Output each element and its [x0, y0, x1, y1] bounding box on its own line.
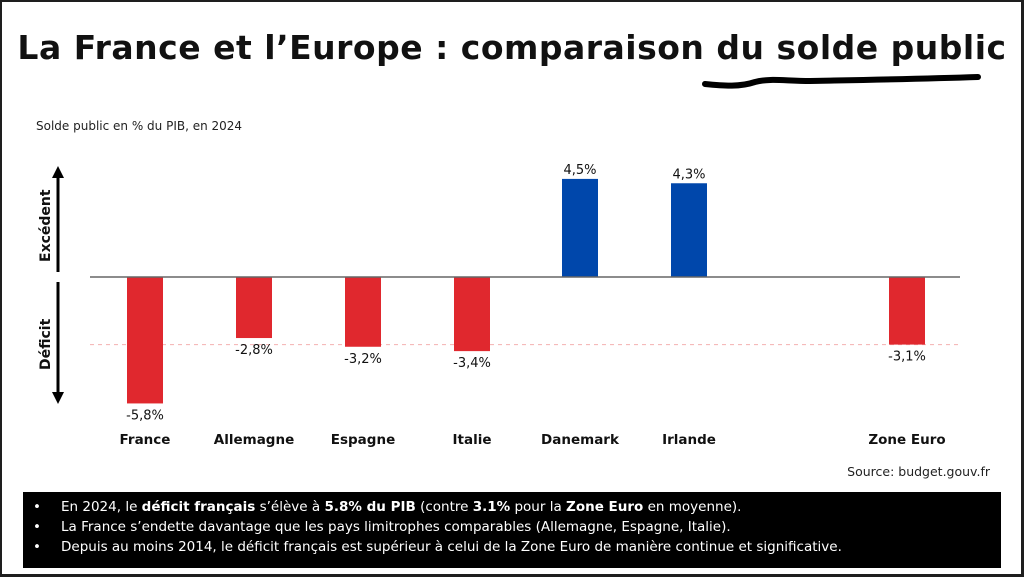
text-run: s’élève à: [255, 499, 325, 515]
value-label: -3,4%: [453, 356, 491, 371]
page-title: La France et l’Europe : comparaison du s…: [17, 28, 1007, 67]
text-run: (contre: [415, 499, 473, 515]
text-run: en moyenne).: [643, 499, 742, 515]
text-run: pour la: [510, 499, 567, 515]
value-label: 4,5%: [563, 163, 596, 178]
chart-subtitle: Solde public en % du PIB, en 2024: [36, 119, 243, 133]
key-point: Depuis au moins 2014, le déficit françai…: [31, 537, 1001, 557]
category-label: France: [120, 432, 171, 448]
text-run: Depuis au moins 2014, le déficit françai…: [61, 539, 842, 555]
bar-espagne: [345, 277, 381, 347]
bar-zone-euro: [889, 277, 925, 345]
key-point: En 2024, le déficit français s’élève à 5…: [31, 497, 1001, 517]
value-label: -3,2%: [344, 352, 382, 367]
bar-chart: Excédent Déficit -5,8% France -2,8% Allemag…: [38, 163, 960, 448]
key-points-list: En 2024, le déficit français s’élève à 5…: [31, 497, 1001, 557]
key-points-box: En 2024, le déficit français s’élève à 5…: [23, 492, 1001, 568]
text-run: La France s’endette davantage que les pa…: [61, 519, 731, 535]
title-underline: [702, 74, 981, 89]
y-label-deficit: Déficit: [38, 318, 54, 370]
category-label: Espagne: [331, 432, 395, 448]
value-label: -3,1%: [888, 350, 926, 365]
emphasis-text: Zone Euro: [566, 499, 644, 515]
source-note: Source: budget.gouv.fr: [847, 464, 990, 479]
y-label-excedent: Excédent: [38, 189, 54, 262]
emphasis-text: déficit français: [141, 499, 256, 515]
category-label: Irlande: [662, 432, 716, 448]
bar-france: [127, 277, 163, 404]
key-point: La France s’endette davantage que les pa…: [31, 517, 1001, 537]
category-label: Italie: [453, 432, 492, 448]
value-label: 4,3%: [672, 167, 705, 182]
bar-irlande: [671, 183, 707, 277]
bar-italie: [454, 277, 490, 352]
text-run: En 2024, le: [61, 499, 142, 515]
category-label: Allemagne: [214, 432, 294, 448]
y-axis-arrow: [52, 166, 64, 404]
bar-danemark: [562, 178, 598, 277]
bar-allemagne: [236, 277, 272, 339]
category-label: Danemark: [541, 432, 620, 448]
value-label: -5,8%: [126, 408, 164, 423]
category-label: Zone Euro: [868, 432, 945, 448]
emphasis-text: 3.1%: [472, 499, 511, 515]
emphasis-text: 5.8% du PIB: [324, 499, 416, 515]
value-label: -2,8%: [235, 343, 273, 358]
